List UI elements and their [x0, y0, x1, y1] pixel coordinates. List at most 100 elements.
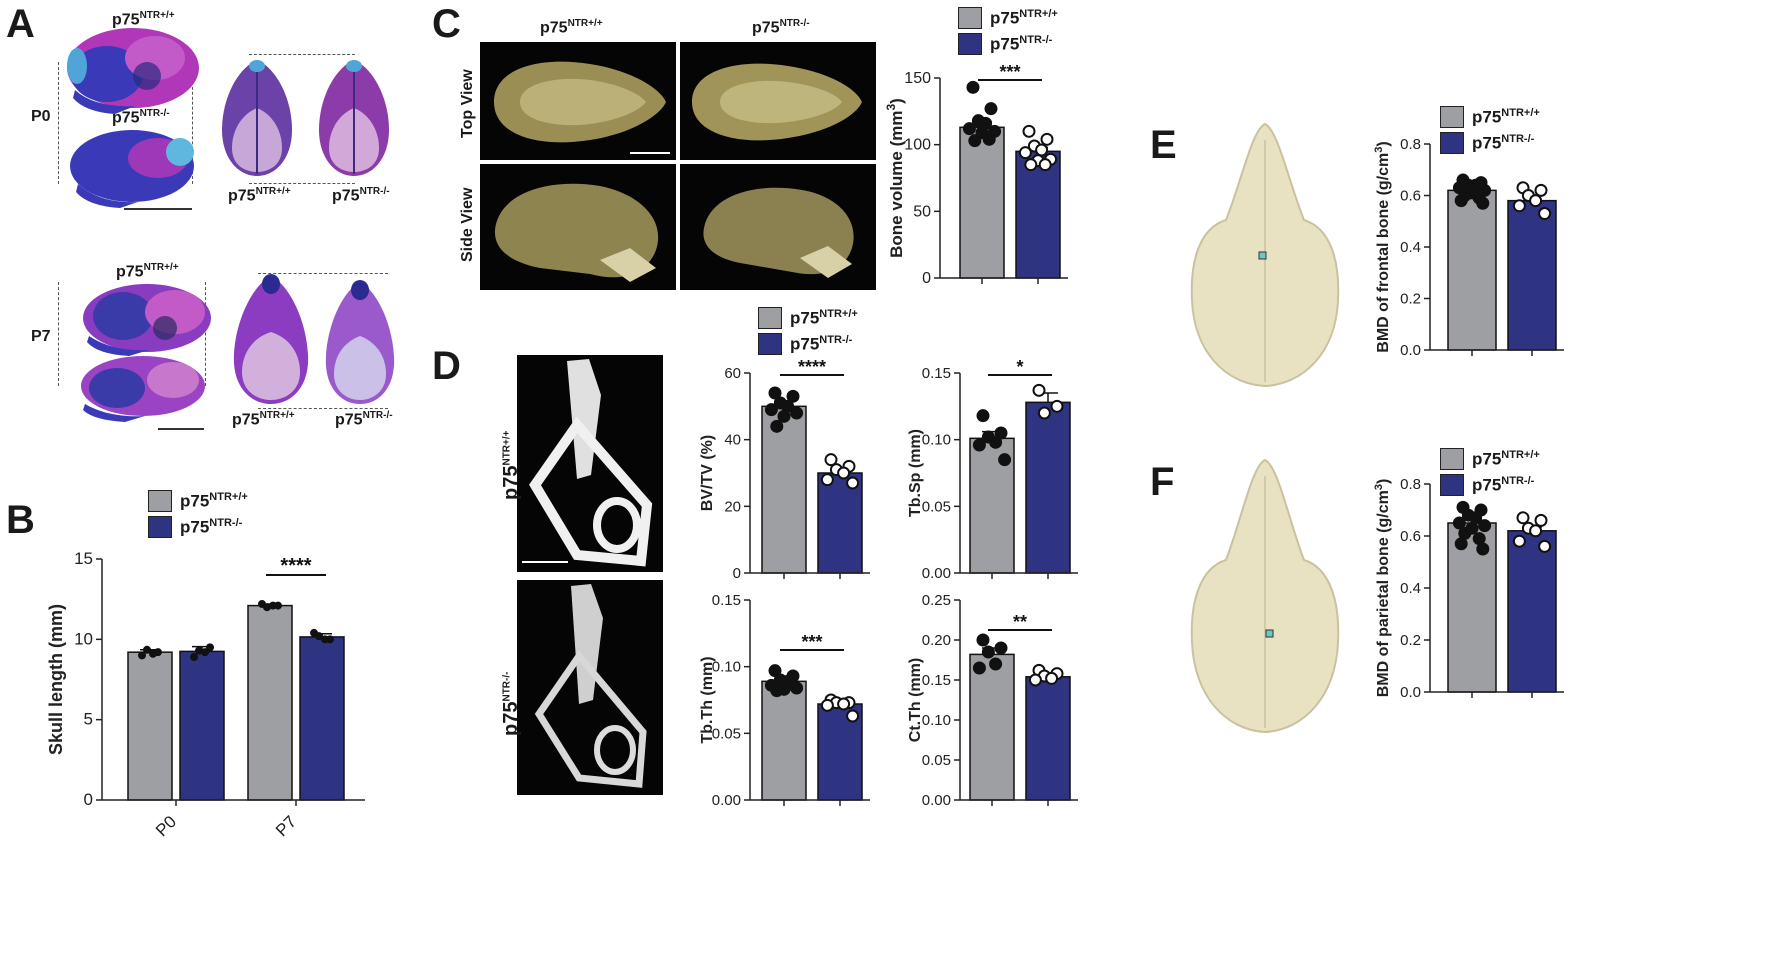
chart-d3-data-point: [846, 709, 860, 723]
chart-b-bar-wt: [247, 604, 293, 801]
chart-d-ctth: Ct.Th (mm) 0.00 0.05 0.10 0.15 0.20 0.25 **: [907, 592, 1078, 809]
chart-d4-data-point: [1028, 673, 1042, 687]
chart-e-data-point: [1538, 207, 1552, 221]
a-p7-bracket: [58, 282, 206, 386]
chart-d3-data-point: [770, 684, 784, 698]
chart-f-bar-ko: [1507, 530, 1557, 693]
a-p0-dorsal-wt-label: p75NTR+/+: [228, 186, 291, 205]
chart-c-data-point: [1024, 158, 1038, 172]
panel-label-b: B: [6, 498, 35, 542]
chart-d2-data-point: [1050, 399, 1064, 413]
legend-f-wt-swatch: [1440, 448, 1464, 470]
a-p0-wt-label: p75NTR+/+: [112, 10, 175, 29]
chart-d1-data-point: [777, 409, 791, 423]
chart-e-data-point: [1476, 196, 1490, 210]
chart-d2-data-point: [998, 453, 1012, 467]
chart-f-data-point: [1476, 542, 1490, 556]
chart-d3-y-tick-label: 0.00: [712, 792, 741, 809]
chart-c-y-tick-label: 100: [904, 137, 931, 154]
c-top-wt-image: [480, 42, 676, 160]
a-p7-ko-dorsal-photo: [325, 280, 395, 404]
chart-b-data-point: [149, 649, 157, 658]
chart-b-skull-length: Skull length (mm) 0 5 10 15 P0 P7 ****: [46, 549, 365, 840]
legend-d-ko-swatch: [758, 333, 782, 355]
d-ko-row-label: p75NTR-/-: [500, 671, 522, 736]
chart-f-parietal-bmd: BMD of parietal bone (g/cm3) 0.0 0.2 0.4 0.6…: [1373, 476, 1564, 701]
chart-d-tbth: Tb.Th (mm) 0.00 0.05 0.10 0.15 ***: [699, 592, 870, 809]
chart-d2-y-tick-label: 0.15: [922, 365, 951, 382]
chart-c-y-axis-title: Bone volume (mm3): [884, 98, 906, 258]
legend-e-ko: p75NTR-/-: [1472, 132, 1535, 153]
chart-b-y-tick-label: 10: [74, 629, 93, 648]
chart-e-bar-ko: [1507, 199, 1557, 351]
chart-c-data-point: [1038, 158, 1052, 172]
f-roi-marker: [1265, 629, 1274, 638]
legend-c-ko: p75NTR-/-: [990, 33, 1053, 54]
a-p0-wt-lateral-photo: [67, 28, 199, 114]
a-p0-bracket-right: [192, 62, 193, 184]
chart-d4-y-tick-label: 0.25: [922, 592, 951, 609]
a-p7-ko-lateral-photo: [81, 356, 205, 422]
a-p7-wt-label: p75NTR+/+: [116, 262, 179, 281]
chart-e-y-tick-label: 0.2: [1400, 291, 1421, 308]
legend-e: p75NTR+/+ p75NTR-/-: [1440, 104, 1540, 156]
legend-f: p75NTR+/+ p75NTR-/-: [1440, 446, 1540, 498]
legend-b-ko-swatch: [148, 516, 172, 538]
chart-d1-data-point: [790, 406, 804, 420]
chart-d4-significance-label: **: [1013, 612, 1027, 632]
chart-d1-significance-label: ****: [798, 357, 826, 377]
chart-d4-bar-wt: [969, 653, 1015, 801]
a-p0-ko-label: p75NTR-/-: [112, 108, 170, 127]
chart-b-bar-ko: [299, 636, 345, 801]
chart-b-data-point: [143, 645, 151, 654]
chart-c-data-point: [968, 134, 982, 148]
chart-d2-y-tick-label: 0.00: [922, 565, 951, 582]
chart-d4-y-tick-label: 0.10: [922, 712, 951, 729]
chart-d1-y-axis-title: BV/TV (%): [699, 435, 716, 511]
chart-d3-y-tick-label: 0.05: [712, 725, 741, 742]
chart-d2-data-point: [994, 426, 1008, 440]
c-col-wt-label: p75NTR+/+: [540, 18, 603, 37]
chart-b-data-point: [315, 632, 323, 641]
a-p7-dorsal-ko-label: p75NTR-/-: [335, 410, 393, 429]
chart-d4-y-axis-title: Ct.Th (mm): [907, 658, 924, 742]
chart-d3-significance-label: ***: [801, 632, 822, 652]
legend-b-wt: p75NTR+/+: [180, 490, 248, 511]
chart-d3-y-axis-title: Tb.Th (mm): [699, 656, 716, 743]
legend-f-ko: p75NTR-/-: [1472, 474, 1535, 495]
chart-c-significance-label: ***: [999, 62, 1020, 82]
panel-label-f: F: [1150, 460, 1175, 504]
chart-f-data-point: [1516, 511, 1530, 525]
chart-f-data-point: [1472, 532, 1486, 546]
chart-b-data-point: [190, 653, 198, 662]
chart-d2-y-tick-label: 0.10: [922, 432, 951, 449]
chart-b-bar-wt: [127, 651, 173, 801]
legend-c-wt-swatch: [958, 7, 982, 29]
chart-f-y-tick-label: 0.6: [1400, 528, 1421, 545]
chart-d-bvtv: BV/TV (%) 0 20 40 60 ****: [699, 357, 870, 582]
chart-b-significance-label: ****: [280, 555, 311, 577]
legend-e-wt-swatch: [1440, 106, 1464, 128]
chart-d1-y-tick-label: 40: [724, 432, 741, 449]
chart-c-data-point: [1035, 143, 1049, 157]
chart-c-data-point: [982, 132, 996, 146]
chart-b-data-point: [138, 651, 146, 660]
chart-b-data-point: [269, 601, 277, 610]
c-scale-bar: [630, 152, 670, 154]
f-skull-render: [1190, 458, 1340, 734]
d-ko-slice-image: [517, 580, 663, 795]
chart-d3-y-tick-label: 0.10: [712, 659, 741, 676]
chart-b-y-tick-label: 15: [74, 549, 93, 568]
a-p0-dorsal-ko-label: p75NTR-/-: [332, 186, 390, 205]
chart-d4-data-point: [976, 633, 990, 647]
chart-c-bone-volume: Bone volume (mm3) 0 50 100 150 ***: [884, 62, 1068, 287]
chart-b-bar-ko: [179, 650, 225, 801]
chart-d2-y-axis-title: Tb.Sp (mm): [907, 429, 924, 517]
chart-f-data-point: [1529, 524, 1543, 538]
chart-d-tbsp: Tb.Sp (mm) 0.00 0.05 0.10 0.15 *: [907, 357, 1078, 582]
chart-d2-significance-label: *: [1016, 357, 1023, 377]
a-p0-ko-dorsal-photo: [319, 60, 389, 176]
legend-b: p75NTR+/+ p75NTR-/-: [148, 488, 248, 540]
chart-b-data-point: [321, 635, 329, 644]
a-p7-dorsal-wt-label: p75NTR+/+: [232, 410, 295, 429]
